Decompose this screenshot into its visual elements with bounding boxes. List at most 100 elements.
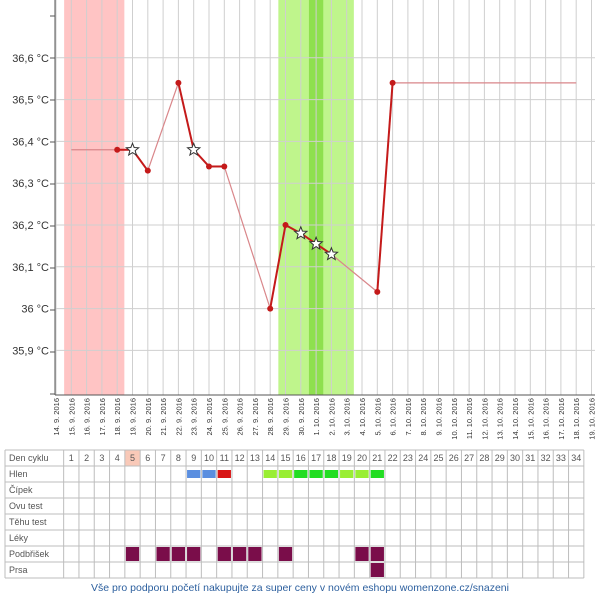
table-day-number: 9 bbox=[191, 453, 196, 463]
table-day-number: 19 bbox=[342, 453, 352, 463]
table-mark-cell bbox=[232, 547, 247, 561]
y-axis-labels: 36,6 °C 36,5 °C 36,4 °C 36,3 °C 36,2 °C 36,1 … bbox=[12, 53, 49, 358]
x-tick-label: 3. 10. 2016 bbox=[343, 398, 352, 436]
table-day-number: 31 bbox=[525, 453, 535, 463]
x-tick-label: 25. 9. 2016 bbox=[220, 398, 229, 436]
table-day-number: 24 bbox=[418, 453, 428, 463]
table-day-number: 13 bbox=[250, 453, 260, 463]
temp-point bbox=[206, 163, 212, 170]
x-tick-label: 21. 9. 2016 bbox=[159, 398, 168, 436]
x-tick-label: 7. 10. 2016 bbox=[404, 398, 413, 436]
y-tick-label: 35,9 °C bbox=[12, 345, 49, 357]
table-row-label: Hlen bbox=[9, 469, 28, 479]
x-tick-label: 24. 9. 2016 bbox=[205, 398, 214, 436]
table-day-number: 22 bbox=[388, 453, 398, 463]
table-mark-cell bbox=[125, 547, 140, 561]
chart-grid bbox=[55, 0, 595, 395]
x-tick-label: 30. 9. 2016 bbox=[297, 398, 306, 436]
table-day-number: 23 bbox=[403, 453, 413, 463]
temp-point bbox=[144, 167, 151, 174]
x-tick-label: 14. 9. 2016 bbox=[52, 398, 61, 436]
y-tick-label: 36,4 °C bbox=[12, 136, 49, 148]
table-mark-cell bbox=[355, 547, 369, 561]
x-tick-label: 18. 10. 2016 bbox=[572, 398, 581, 440]
x-tick-label: 11. 10. 2016 bbox=[465, 398, 474, 439]
table-day-number: 28 bbox=[479, 453, 489, 463]
table-day-number: 32 bbox=[541, 453, 551, 463]
x-tick-label: 23. 9. 2016 bbox=[190, 398, 199, 436]
table-mark-cell bbox=[187, 470, 201, 478]
table-day-number: 17 bbox=[311, 453, 321, 463]
temp-point bbox=[282, 222, 289, 228]
temp-line-faded bbox=[223, 166, 271, 309]
temp-line bbox=[269, 224, 287, 309]
temp-line bbox=[376, 82, 394, 292]
x-tick-label: 20. 9. 2016 bbox=[144, 398, 153, 436]
table-mark-cell bbox=[324, 470, 339, 478]
y-tick-label: 36,5 °C bbox=[12, 95, 49, 107]
table-mark-cell bbox=[340, 470, 354, 478]
table-row-label: Ovu test bbox=[9, 501, 43, 511]
table-day-number: 10 bbox=[204, 453, 214, 463]
temp-line-faded bbox=[147, 82, 179, 171]
table-mark-cell bbox=[370, 563, 384, 577]
table-mark-cell bbox=[156, 547, 170, 561]
temp-point bbox=[114, 146, 121, 153]
cycle-table: Den cyklu Hlen Čípek Ovu test Těhu test Léky P… bbox=[4, 449, 585, 579]
table-day-number: 5 bbox=[130, 453, 135, 463]
table-day-number: 7 bbox=[161, 453, 166, 463]
table-day-number: 11 bbox=[220, 453, 229, 463]
table-mark-cell bbox=[278, 547, 293, 561]
table-row-label: Těhu test bbox=[9, 517, 47, 527]
x-tick-label: 8. 10. 2016 bbox=[419, 398, 428, 436]
y-tick-label: 36,1 °C bbox=[12, 262, 49, 274]
table-mark-cell bbox=[278, 470, 293, 478]
temperature-points bbox=[114, 79, 396, 312]
x-tick-label: 2. 10. 2016 bbox=[327, 398, 336, 436]
table-day-number: 25 bbox=[433, 453, 443, 463]
x-axis-labels: 14. 9. 2016 15. 9. 2016 16. 9. 2016 17. 9. … bbox=[52, 398, 597, 440]
y-tick-label: 36,2 °C bbox=[12, 220, 49, 232]
temp-point-star bbox=[293, 225, 309, 240]
table-day-number: 6 bbox=[145, 453, 150, 463]
table-day-number: 20 bbox=[357, 453, 367, 463]
chart-band-0 bbox=[64, 0, 125, 395]
table-day-number: 21 bbox=[372, 453, 382, 463]
table-row-label: Podbřišek bbox=[9, 549, 50, 559]
table-mark-cell bbox=[370, 470, 384, 478]
x-tick-label: 9. 10. 2016 bbox=[435, 398, 444, 436]
x-tick-label: 5. 10. 2016 bbox=[373, 398, 382, 436]
table-day-number: 15 bbox=[280, 453, 290, 463]
x-tick-label: 10. 10. 2016 bbox=[450, 398, 459, 440]
table-day-number: 3 bbox=[99, 453, 104, 463]
temp-point bbox=[389, 79, 396, 86]
table-day-number: 30 bbox=[510, 453, 520, 463]
x-tick-label: 1. 10. 2016 bbox=[312, 398, 321, 436]
table-mark-cell bbox=[202, 470, 216, 478]
table-mark-cell bbox=[248, 547, 262, 561]
table-day-number: 8 bbox=[176, 453, 181, 463]
temp-line-faded bbox=[331, 253, 378, 293]
table-day-number: 4 bbox=[115, 453, 120, 463]
chart-axes bbox=[50, 0, 595, 396]
table-day-number: 1 bbox=[69, 453, 74, 463]
table-day-number: 18 bbox=[326, 453, 336, 463]
x-tick-label: 18. 9. 2016 bbox=[113, 398, 122, 436]
temp-point bbox=[221, 163, 228, 170]
temp-point-star bbox=[186, 141, 202, 157]
x-tick-label: 22. 9. 2016 bbox=[174, 398, 183, 436]
table-row-label: Den cyklu bbox=[9, 453, 49, 463]
y-tick-label: 36 °C bbox=[21, 304, 49, 316]
temp-point bbox=[175, 79, 182, 86]
x-tick-label: 16. 9. 2016 bbox=[83, 398, 92, 436]
table-mark-cell bbox=[309, 470, 323, 478]
y-tick-label: 36,6 °C bbox=[12, 53, 49, 65]
table-row-label: Léky bbox=[9, 533, 29, 543]
x-tick-label: 4. 10. 2016 bbox=[358, 398, 367, 436]
x-tick-label: 12. 10. 2016 bbox=[480, 398, 489, 440]
x-tick-label: 15. 10. 2016 bbox=[526, 398, 535, 440]
footer-promo-link[interactable]: Vše pro podporu početí nakupujte za supe… bbox=[91, 582, 509, 594]
table-day-number: 34 bbox=[571, 453, 581, 463]
x-tick-label: 15. 9. 2016 bbox=[67, 398, 76, 436]
table-day-number: 26 bbox=[449, 453, 459, 463]
